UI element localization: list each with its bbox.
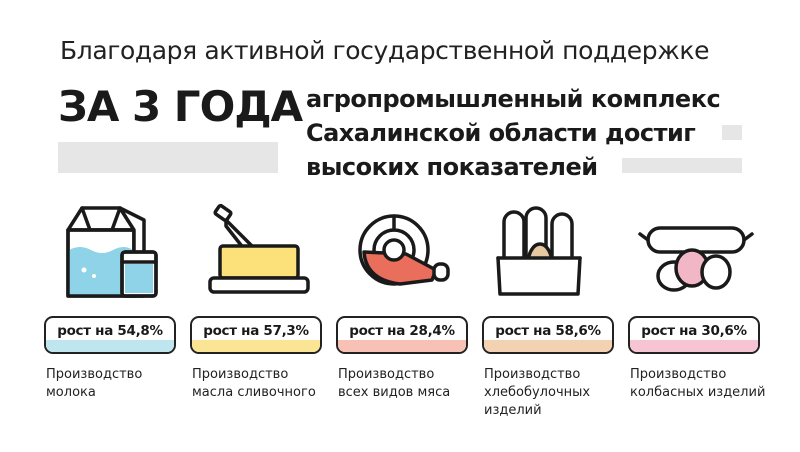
- badge-strip: [46, 340, 174, 352]
- growth-badge: рост на 57,3%: [190, 316, 322, 354]
- badge-strip: [192, 340, 320, 352]
- badge-label: рост на 58,6%: [495, 323, 601, 339]
- headline-sub-line: агропромышленный комплекс: [306, 85, 721, 113]
- indicator-desc: Производство колбасных изделий: [630, 366, 780, 402]
- badge-strip: [630, 340, 758, 352]
- desc-line: масла сливочного: [192, 385, 316, 400]
- badge-strip: [484, 340, 612, 352]
- desc-line: изделий: [484, 403, 542, 418]
- desc-line: всех видов мяса: [338, 385, 451, 400]
- headline-intro: Благодаря активной государственной подде…: [60, 36, 710, 65]
- desc-line: хлебобулочных: [484, 385, 591, 400]
- badge-label: рост на 57,3%: [203, 323, 309, 339]
- bread-icon: [496, 206, 582, 296]
- decor-bar: [722, 125, 742, 140]
- milk-icon: [66, 206, 158, 298]
- desc-line: колбасных изделий: [630, 385, 766, 400]
- headline-period: ЗА 3 ГОДА: [58, 82, 303, 131]
- desc-line: молока: [46, 385, 96, 400]
- desc-line: Производство: [630, 367, 727, 382]
- headline-sub-line: Сахалинской области достиг: [306, 119, 696, 147]
- indicator-desc: Производство всех видов мяса: [338, 366, 488, 402]
- badge-label: рост на 54,8%: [57, 323, 163, 339]
- desc-line: Производство: [46, 367, 143, 382]
- sausage-icon: [638, 226, 754, 292]
- butter-icon: [208, 203, 310, 294]
- meat-icon: [358, 214, 450, 286]
- badge-strip: [338, 340, 466, 352]
- decor-bar: [622, 158, 742, 173]
- indicator-desc: Производство масла сливочного: [192, 366, 342, 402]
- headline-sub: агропромышленный комплекс Сахалинской об…: [306, 82, 721, 184]
- desc-line: Производство: [338, 367, 435, 382]
- badge-label: рост на 30,6%: [641, 323, 747, 339]
- indicator-desc: Производство молока: [46, 366, 196, 402]
- headline-sub-line: высоких показателей: [306, 153, 598, 181]
- desc-line: Производство: [192, 367, 289, 382]
- indicator-desc: Производство хлебобулочных изделий: [484, 366, 634, 420]
- growth-badge: рост на 58,6%: [482, 316, 614, 354]
- desc-line: Производство: [484, 367, 581, 382]
- growth-badge: рост на 30,6%: [628, 316, 760, 354]
- growth-badge: рост на 28,4%: [336, 316, 468, 354]
- decor-bar: [58, 142, 278, 173]
- badge-label: рост на 28,4%: [349, 323, 455, 339]
- growth-badge: рост на 54,8%: [44, 316, 176, 354]
